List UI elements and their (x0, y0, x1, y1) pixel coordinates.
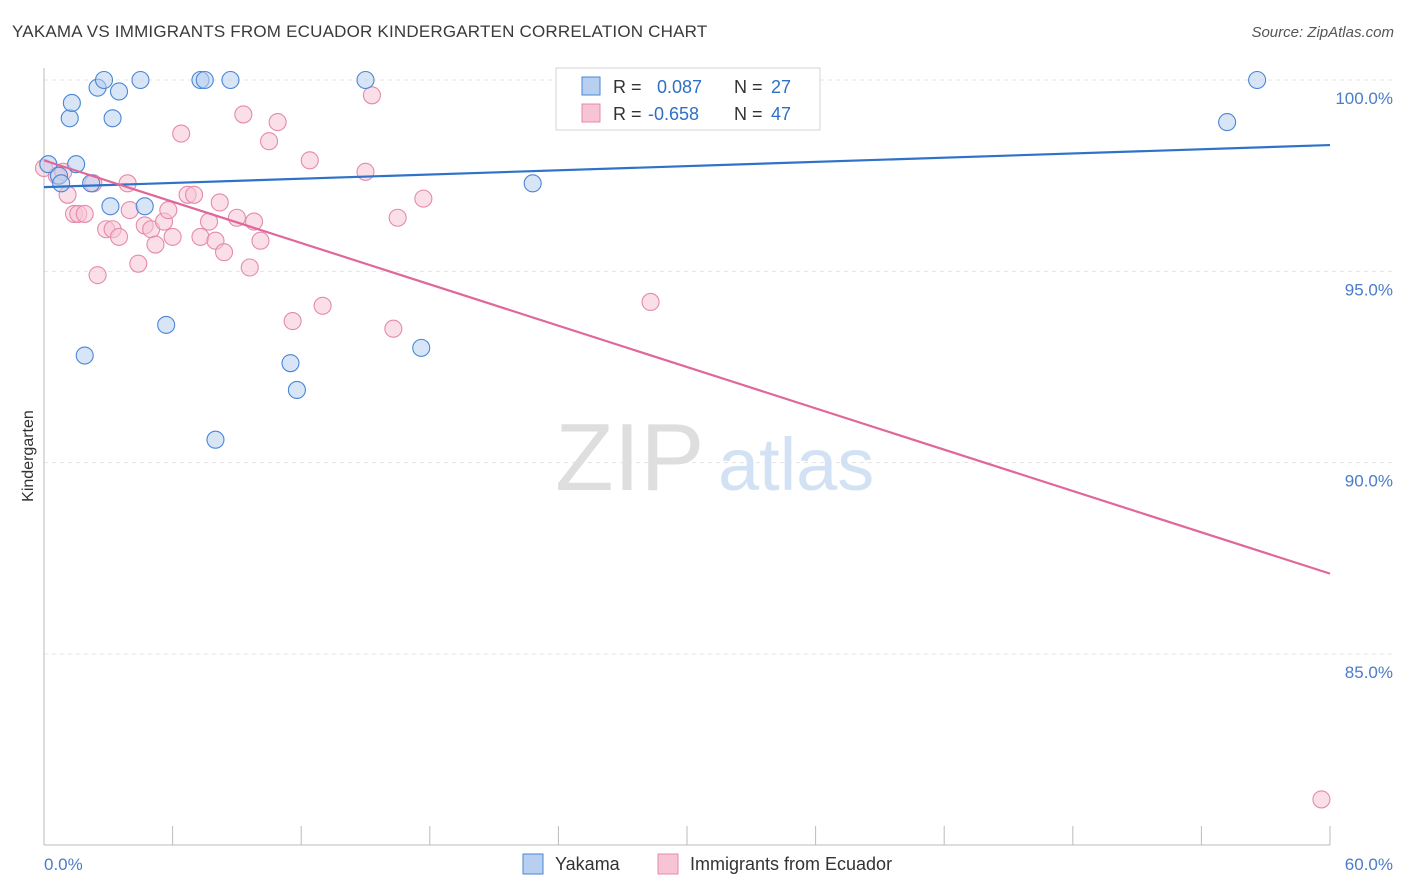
point-ecuador (172, 124, 191, 143)
watermark-zip: ZIP (555, 404, 704, 511)
stats-r-value-ecuador: -0.658 (648, 104, 699, 124)
legend-label-yakama: Yakama (555, 854, 621, 874)
point-ecuador (109, 227, 129, 246)
stats-n-label-ecuador: N = (734, 104, 763, 124)
point-ecuador (283, 312, 302, 331)
point-yakama (1248, 70, 1267, 90)
stats-n-value-yakama: 27 (771, 77, 791, 97)
bottom-legend: Yakama Immigrants from Ecuador (522, 853, 892, 875)
point-yakama (60, 109, 79, 128)
point-ecuador (268, 113, 287, 132)
point-ecuador (159, 201, 178, 220)
point-yakama (135, 197, 154, 216)
y-tick-labels: 100.0% 95.0% 90.0% 85.0% (1335, 89, 1393, 682)
stats-legend: R = 0.087 N = 27 R = -0.658 N = 47 (555, 67, 821, 131)
y-tick-label: 90.0% (1345, 472, 1393, 491)
point-ecuador (1312, 790, 1331, 809)
point-ecuador (184, 185, 204, 204)
points-yakama (39, 70, 1267, 449)
trend-line-yakama (43, 143, 1331, 189)
point-yakama (62, 93, 81, 113)
point-ecuador (210, 193, 229, 212)
legend-swatch-ecuador (657, 853, 679, 875)
point-ecuador (384, 319, 403, 338)
point-yakama (356, 70, 375, 90)
point-yakama (52, 174, 71, 193)
stats-r-label-ecuador: R = (613, 104, 642, 124)
point-yakama (1218, 113, 1237, 132)
point-ecuador (641, 292, 660, 311)
point-yakama (206, 430, 225, 449)
point-yakama (131, 70, 150, 90)
point-ecuador (300, 151, 319, 170)
watermark: ZIP atlas (555, 404, 874, 511)
chart-source: Source: ZipAtlas.com (1251, 24, 1394, 41)
point-yakama (412, 338, 431, 357)
legend-swatch-yakama (522, 853, 544, 875)
point-ecuador (88, 266, 107, 285)
point-ecuador (414, 189, 433, 208)
legend-label-ecuador: Immigrants from Ecuador (690, 854, 892, 874)
chart-title: YAKAMA VS IMMIGRANTS FROM ECUADOR KINDER… (12, 22, 708, 41)
point-ecuador (163, 227, 182, 246)
stats-n-label-yakama: N = (734, 77, 763, 97)
point-yakama (75, 346, 94, 365)
trend-lines (43, 143, 1331, 575)
stats-r-label-yakama: R = (613, 77, 642, 97)
watermark-atlas: atlas (718, 423, 874, 506)
point-ecuador (191, 227, 210, 246)
point-ecuador (259, 132, 279, 151)
stats-r-value-yakama: 0.087 (657, 77, 702, 97)
point-ecuador (120, 201, 139, 220)
x-tick-label-max: 60.0% (1345, 855, 1393, 874)
point-ecuador (240, 258, 259, 277)
stats-swatch-ecuador (581, 103, 601, 123)
point-yakama (195, 70, 214, 90)
point-yakama (287, 380, 306, 400)
point-yakama (103, 109, 122, 128)
x-ticks (43, 826, 1331, 845)
point-yakama (523, 174, 542, 193)
point-ecuador (234, 105, 253, 124)
y-tick-label: 85.0% (1345, 663, 1393, 682)
trend-line-ecuador (43, 159, 1331, 575)
y-axis-label: Kindergarten (20, 410, 37, 502)
point-yakama (101, 197, 120, 216)
stats-n-value-ecuador: 47 (771, 104, 791, 124)
point-ecuador (251, 231, 270, 250)
point-yakama (221, 70, 240, 90)
point-ecuador (313, 296, 332, 315)
point-yakama (109, 82, 129, 101)
x-tick-label-min: 0.0% (44, 855, 83, 874)
point-ecuador (75, 204, 94, 223)
point-yakama (157, 315, 176, 334)
y-tick-label: 95.0% (1345, 280, 1393, 299)
point-ecuador (362, 86, 381, 105)
point-yakama (281, 354, 300, 373)
point-yakama (94, 70, 114, 90)
point-ecuador (146, 235, 165, 254)
point-ecuador (388, 208, 407, 227)
y-tick-label: 100.0% (1335, 89, 1393, 108)
stats-swatch-yakama (581, 76, 601, 96)
point-ecuador (214, 243, 234, 262)
point-ecuador (129, 254, 148, 273)
